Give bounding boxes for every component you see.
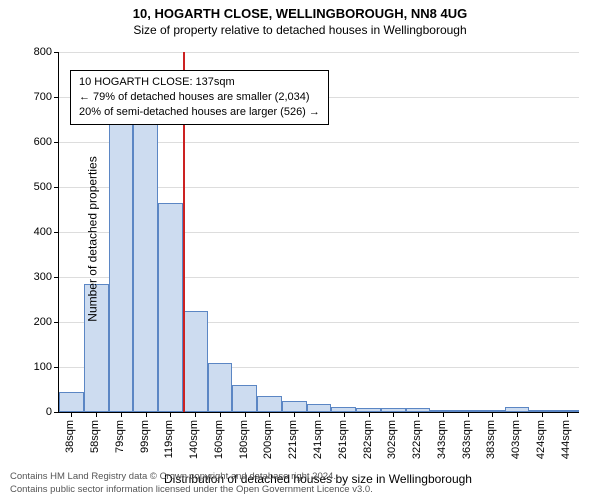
x-tick-mark: [195, 412, 196, 417]
histogram-bar: [257, 396, 282, 412]
y-axis-label: Number of detached properties: [86, 156, 100, 321]
y-tick-label: 0: [12, 406, 52, 418]
chart-subtitle: Size of property relative to detached ho…: [0, 21, 600, 37]
x-tick-mark: [492, 412, 493, 417]
x-tick-mark: [269, 412, 270, 417]
y-tick-mark: [54, 187, 59, 188]
histogram-bar: [183, 311, 208, 412]
grid-line: [59, 52, 579, 53]
x-tick-mark: [418, 412, 419, 417]
y-tick-label: 200: [12, 316, 52, 328]
y-tick-label: 100: [12, 361, 52, 373]
x-tick-mark: [220, 412, 221, 417]
reference-info-line: ← 79% of detached houses are smaller (2,…: [79, 90, 320, 105]
histogram-bar: [307, 404, 332, 412]
y-tick-mark: [54, 142, 59, 143]
reference-info-line: 10 HOGARTH CLOSE: 137sqm: [79, 75, 320, 90]
y-tick-label: 400: [12, 226, 52, 238]
x-tick-mark: [170, 412, 171, 417]
y-tick-mark: [54, 52, 59, 53]
histogram-bar: [208, 363, 233, 413]
chart-area: Number of detached properties Distributi…: [58, 52, 578, 412]
chart-container: 10, HOGARTH CLOSE, WELLINGBOROUGH, NN8 4…: [0, 0, 600, 500]
footer-line-1: Contains HM Land Registry data © Crown c…: [10, 471, 373, 483]
footer-attribution: Contains HM Land Registry data © Crown c…: [10, 471, 373, 496]
y-tick-label: 700: [12, 91, 52, 103]
histogram-bar: [59, 392, 84, 412]
x-tick-mark: [369, 412, 370, 417]
x-tick-mark: [542, 412, 543, 417]
x-tick-mark: [319, 412, 320, 417]
footer-line-2: Contains public sector information licen…: [10, 484, 373, 496]
histogram-bar: [109, 122, 134, 412]
reference-info-box: 10 HOGARTH CLOSE: 137sqm← 79% of detache…: [70, 70, 329, 125]
y-tick-label: 300: [12, 271, 52, 283]
x-tick-mark: [146, 412, 147, 417]
x-tick-mark: [468, 412, 469, 417]
y-tick-mark: [54, 322, 59, 323]
x-tick-mark: [567, 412, 568, 417]
y-tick-mark: [54, 412, 59, 413]
x-tick-mark: [96, 412, 97, 417]
x-tick-mark: [245, 412, 246, 417]
y-tick-mark: [54, 277, 59, 278]
y-tick-label: 600: [12, 136, 52, 148]
chart-title: 10, HOGARTH CLOSE, WELLINGBOROUGH, NN8 4…: [0, 0, 600, 21]
x-tick-mark: [294, 412, 295, 417]
x-tick-mark: [393, 412, 394, 417]
x-tick-mark: [71, 412, 72, 417]
histogram-bar: [282, 401, 307, 412]
y-tick-label: 800: [12, 46, 52, 58]
x-tick-mark: [517, 412, 518, 417]
y-tick-mark: [54, 367, 59, 368]
x-tick-mark: [121, 412, 122, 417]
histogram-bar: [133, 115, 158, 412]
x-tick-mark: [344, 412, 345, 417]
x-tick-mark: [443, 412, 444, 417]
reference-info-line: 20% of semi-detached houses are larger (…: [79, 105, 320, 120]
histogram-bar: [232, 385, 257, 412]
histogram-bar: [158, 203, 183, 412]
y-tick-label: 500: [12, 181, 52, 193]
y-tick-mark: [54, 97, 59, 98]
y-tick-mark: [54, 232, 59, 233]
